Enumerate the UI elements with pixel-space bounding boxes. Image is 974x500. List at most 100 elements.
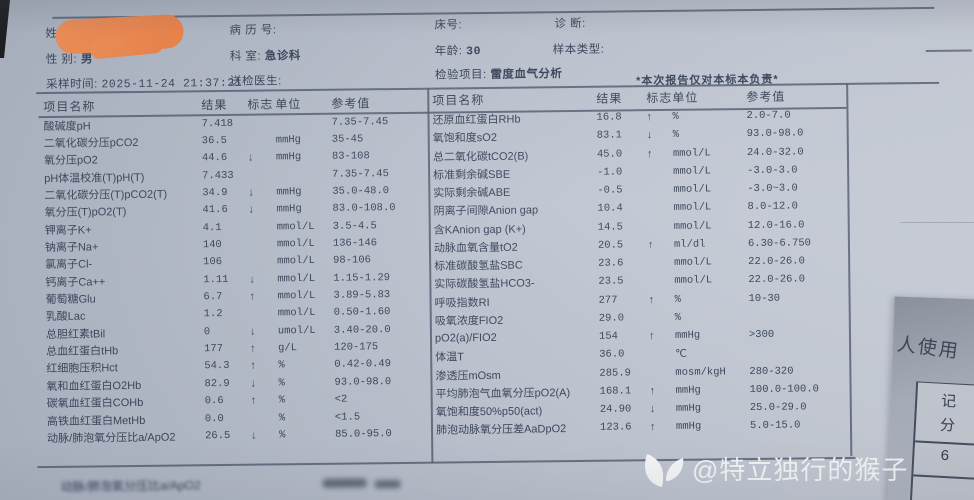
item-name: 总血红蛋白tHb (46, 345, 119, 359)
item-unit: % (278, 377, 285, 390)
item-result: 23.5 (598, 275, 624, 289)
item-unit: % (674, 311, 682, 324)
item-unit: % (672, 110, 679, 124)
item-flag-arrow: ↑ (647, 238, 654, 252)
item-flag-arrow: ↓ (251, 429, 257, 442)
item-name: 平均肺泡气血氧分压pO2(A) (435, 386, 571, 401)
col-unit: 单位 (275, 96, 302, 111)
item-name: 钠离子Na+ (44, 241, 99, 255)
item-result: 26.5 (205, 429, 231, 443)
item-ref-range: 3.40-20.0 (333, 323, 391, 337)
item-name: 体温T (435, 351, 465, 364)
department-value: 急诊科 (264, 50, 301, 63)
item-ref-range: 5.0-15.0 (749, 419, 801, 433)
item-result: 154 (598, 330, 618, 343)
background-paper-line (900, 222, 974, 223)
results-table-right: 项目名称 结果 标志 单位 参考值 还原血红蛋白RHb 16.8 ↑ % 2.0… (432, 84, 848, 439)
watermark: @特立独行的猴子 (642, 447, 908, 489)
item-unit: mmol/L (277, 272, 316, 286)
results-table-left: 项目名称 结果 标志 单位 参考值 酸碱度pH 7.418 7.35-7.45 … (43, 91, 432, 447)
item-unit: mmol/L (673, 165, 712, 178)
item-result: 36.0 (599, 348, 625, 362)
watermark-text: @特立独行的猴子 (692, 454, 909, 485)
item-ref-range: 0.50-1.60 (333, 306, 391, 320)
item-unit: mmHg (675, 420, 702, 434)
score-label-ji: 记 (940, 392, 957, 411)
item-unit: ℃ (675, 348, 688, 361)
item-unit: mmol/L (277, 307, 316, 320)
item-unit (276, 122, 332, 123)
item-unit: mmHg (275, 134, 302, 147)
item-flag-arrow: ↑ (649, 384, 656, 398)
item-ref-range: 22.0-26.0 (748, 273, 806, 287)
item-name: 动脉/肺泡氧分压比a/ApO2 (47, 431, 176, 445)
item-result: 106 (203, 256, 223, 269)
item-ref-range: 136-146 (332, 237, 378, 250)
department-row: 科 室: 急诊科 (230, 47, 301, 64)
send-doctor-label: 送检医生: (230, 75, 282, 88)
item-unit: mmHg (674, 329, 701, 342)
item-result: 7.433 (202, 169, 234, 182)
item-flag-arrow: ↑ (646, 111, 653, 124)
item-ref-range: 98-106 (333, 254, 371, 268)
item-name: 渗透压mOsm (435, 369, 501, 383)
item-ref-range: 22.0-26.0 (748, 255, 805, 269)
item-result: 83.1 (596, 129, 623, 143)
score-value: 6 (939, 447, 950, 466)
bed-no-label: 床号: (434, 19, 463, 32)
item-name: 标准碳酸氢盐SBC (434, 259, 523, 273)
item-name: pH体温校准(T)pH(T) (44, 171, 145, 185)
item-name: 氧和血红蛋白O2Hb (46, 379, 142, 393)
col-flag: 标志 (646, 90, 673, 105)
sample-time-row: 采样时间: 2025-11-24 21:37:21 (46, 74, 242, 92)
right-edge-dash (925, 49, 972, 53)
score-table-line (913, 474, 974, 480)
background-score-table: 记 分 6 (909, 381, 974, 500)
item-ref-range: 7.35-7.45 (331, 115, 389, 129)
item-flag-arrow: ↓ (248, 186, 254, 199)
item-result: 14.5 (597, 221, 624, 234)
col-flag: 标志 (247, 96, 274, 112)
item-unit: mmol/L (276, 238, 315, 251)
col-unit: 单位 (672, 90, 699, 105)
item-result: 23.6 (598, 257, 624, 270)
blurred-footer-item: 动脉/肺泡氧分压比a/ApO2 (60, 478, 201, 494)
item-result: 41.6 (202, 204, 228, 217)
item-result: 10.4 (597, 202, 623, 216)
item-unit: g/L (278, 342, 298, 355)
item-name: 实际碳酸氢盐HCO3- (434, 277, 535, 291)
item-ref-range: 35-45 (331, 133, 364, 146)
item-name: 动脉血氧含量tO2 (433, 241, 518, 255)
item-ref-range: 93.0-98.0 (746, 127, 804, 141)
item-result: 45.0 (596, 148, 623, 161)
item-name: 氧分压(T)pO2(T) (44, 206, 127, 220)
item-name: 钾离子K+ (44, 224, 92, 237)
test-item-value: 雷度血气分析 (490, 68, 563, 81)
diagnosis-label: 诊 断: (554, 17, 586, 31)
col-ref: 参考值 (331, 95, 371, 111)
item-unit: mmol/L (276, 220, 315, 234)
photo-edge-corner (0, 0, 10, 58)
item-name: 红细胞压积Hct (46, 362, 118, 376)
table-row: 肺泡动脉氧分压差AaDpO2 123.6 ↑ mmHg 5.0-15.0 (436, 416, 848, 439)
item-flag-arrow: ↑ (646, 147, 653, 160)
item-name: 总二氧化碳tCO2(B) (432, 150, 529, 164)
item-result: -1.0 (597, 166, 623, 179)
item-unit: umol/L (277, 324, 316, 338)
item-result: 1.11 (203, 273, 229, 286)
item-ref-range: 12.0-16.0 (747, 219, 805, 232)
item-result: 54.3 (204, 360, 230, 373)
item-result: 285.9 (599, 367, 631, 380)
age-row: 年龄: 30 (435, 42, 481, 59)
item-name: 酸碱度pH (43, 120, 91, 133)
age-value: 30 (466, 45, 482, 59)
item-result: 44.6 (201, 152, 228, 165)
item-ref-range: 24.0-32.0 (746, 146, 804, 159)
item-name: 氧饱和度sO2 (432, 132, 497, 145)
item-result: 277 (598, 294, 618, 307)
item-unit: mmol/L (672, 147, 711, 160)
department-label: 科 室: (229, 50, 262, 63)
item-ref-range: <2 (334, 393, 348, 406)
item-flag-arrow: ↑ (250, 394, 257, 407)
